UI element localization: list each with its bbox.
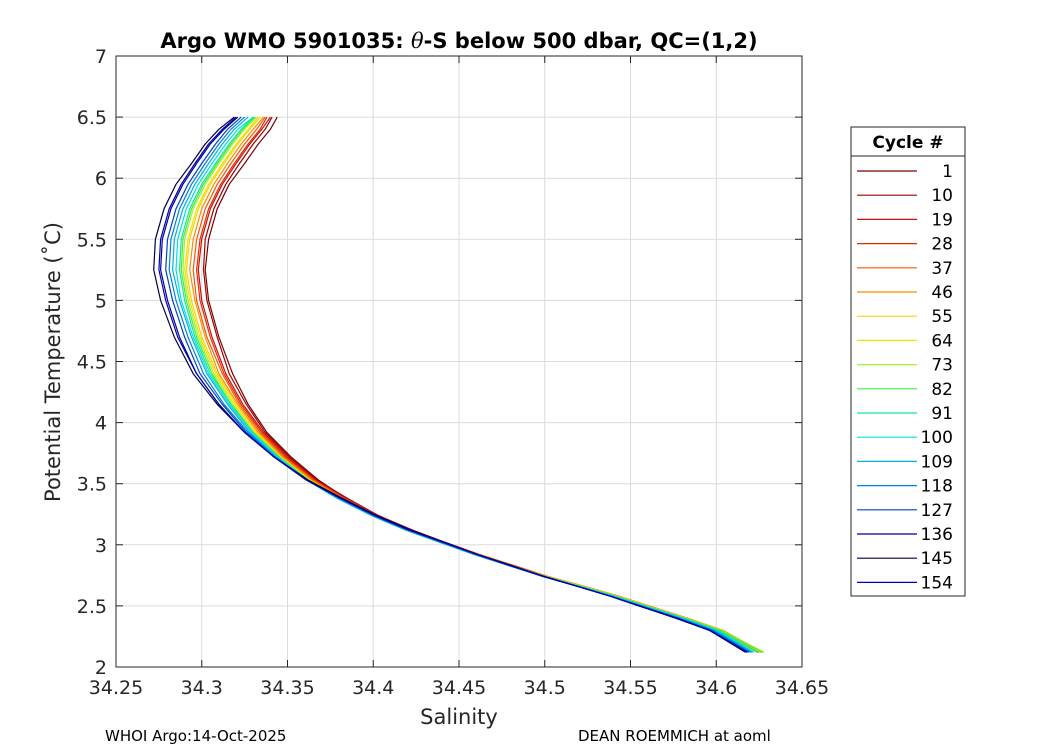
legend-label-73: 73 [931, 356, 953, 376]
legend-label-19: 19 [931, 210, 953, 230]
chart-title: Argo WMO 5901035: θ-S below 500 dbar, QC… [160, 29, 757, 53]
x-tick-label: 34.25 [89, 677, 143, 699]
x-axis-label: Salinity [420, 705, 498, 729]
legend-label-37: 37 [931, 259, 953, 279]
legend-title: Cycle # [872, 133, 943, 153]
series-line-cycle-154 [158, 116, 748, 653]
legend-label-118: 118 [921, 477, 953, 497]
axis-ticks: 34.25 34.3 34.35 34.4 34.45 34.5 34.55 34.6 34.6… [77, 46, 829, 699]
legend-label-55: 55 [931, 307, 953, 327]
x-tick-label: 34.65 [775, 677, 829, 699]
legend-label-154: 154 [921, 573, 953, 593]
x-tick-label: 34.35 [260, 677, 314, 699]
legend-label-145: 145 [921, 549, 953, 569]
y-tick-label: 4 [95, 413, 107, 435]
footer-left: WHOI Argo:14-Oct-2025 [105, 727, 286, 745]
y-tick-label: 2.5 [77, 596, 107, 618]
x-tick-label: 34.55 [603, 677, 657, 699]
x-tick-label: 34.5 [524, 677, 566, 699]
y-tick-label: 5 [95, 290, 107, 312]
y-tick-label: 3 [95, 535, 107, 557]
x-tick-label: 34.3 [181, 677, 223, 699]
legend: Cycle # 1 10 19 28 37 46 55 64 73 82 91 100 109 118 12… [850, 126, 966, 597]
legend-label-136: 136 [921, 525, 953, 545]
series-group [153, 116, 765, 653]
legend-label-91: 91 [931, 404, 953, 424]
legend-label-46: 46 [931, 283, 953, 303]
y-tick-label: 6 [95, 168, 107, 190]
legend-label-64: 64 [931, 331, 953, 351]
legend-label-100: 100 [921, 428, 953, 448]
legend-label-1: 1 [942, 162, 953, 182]
y-tick-label: 2 [95, 657, 107, 679]
y-tick-label: 5.5 [77, 229, 107, 251]
grid [115, 55, 803, 668]
x-tick-label: 34.4 [352, 677, 394, 699]
legend-label-109: 109 [921, 452, 953, 472]
legend-entries: 1 10 19 28 37 46 55 64 73 82 91 100 109 118 127 136 145 1… [857, 162, 953, 593]
legend-box [850, 126, 966, 597]
y-tick-label: 6.5 [77, 107, 107, 129]
y-tick-label: 3.5 [77, 474, 107, 496]
x-tick-label: 34.45 [432, 677, 486, 699]
legend-label-28: 28 [931, 235, 953, 255]
legend-label-82: 82 [931, 380, 953, 400]
legend-label-127: 127 [921, 501, 953, 521]
legend-label-10: 10 [931, 186, 953, 206]
y-tick-label: 7 [95, 46, 107, 68]
x-tick-label: 34.6 [695, 677, 737, 699]
footer-right: DEAN ROEMMICH at aoml [578, 727, 771, 745]
y-tick-label: 4.5 [77, 352, 107, 374]
y-axis-label: Potential Temperature (˚C) [41, 222, 65, 502]
